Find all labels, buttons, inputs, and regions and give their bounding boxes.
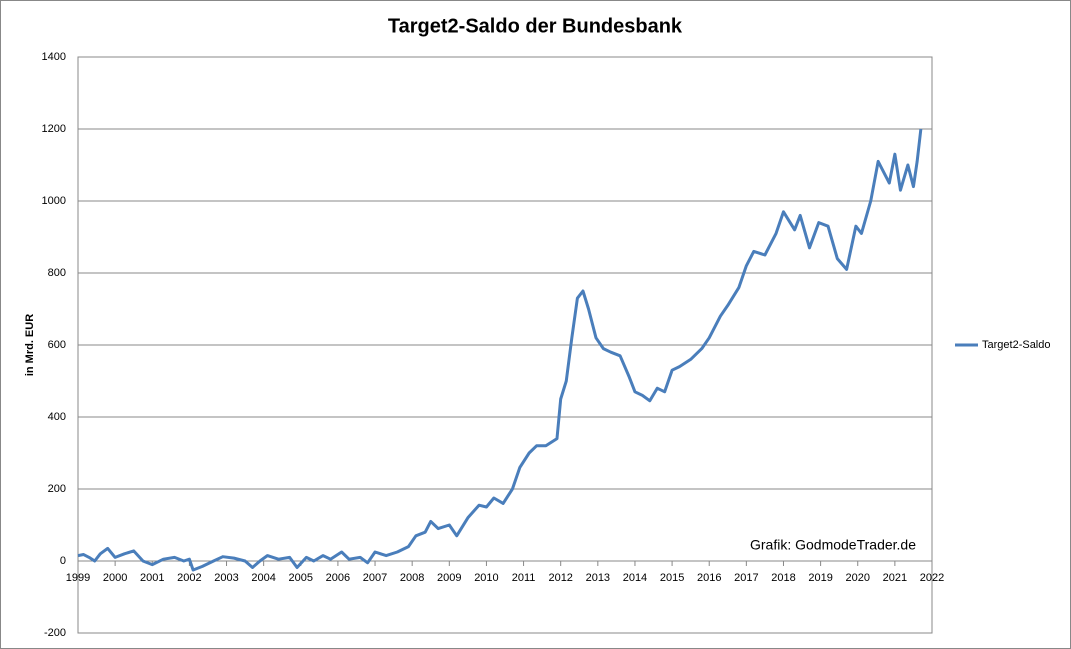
x-tick-label: 2010 (474, 572, 498, 584)
x-tick-label: 2021 (883, 572, 907, 584)
annotation: Grafik: GodmodeTrader.de (750, 537, 916, 553)
y-tick-label: 600 (48, 339, 66, 351)
x-tick-label: 2020 (845, 572, 869, 584)
y-axis-label: in Mrd. EUR (24, 314, 36, 376)
x-tick-label: 2007 (363, 572, 387, 584)
x-tick-label: 1999 (66, 572, 90, 584)
y-tick-label: 0 (60, 555, 66, 567)
y-tick-label: 200 (48, 483, 66, 495)
x-tick-label: 2006 (326, 572, 350, 584)
x-tick-label: 2001 (140, 572, 164, 584)
y-tick-label: 1200 (42, 123, 66, 135)
x-tick-label: 2022 (920, 572, 944, 584)
y-tick-label: 400 (48, 411, 66, 423)
x-tick-label: 2015 (660, 572, 684, 584)
x-tick-label: 2005 (289, 572, 313, 584)
y-tick-label: 1400 (42, 51, 66, 63)
x-tick-label: 2017 (734, 572, 758, 584)
x-tick-label: 2002 (177, 572, 201, 584)
y-tick-label: 1000 (42, 195, 66, 207)
x-tick-label: 2009 (437, 572, 461, 584)
x-tick-label: 2000 (103, 572, 127, 584)
y-tick-label: -200 (44, 627, 66, 639)
x-tick-label: 2011 (512, 572, 536, 584)
x-tick-label: 2004 (251, 572, 275, 584)
y-tick-label: 800 (48, 267, 66, 279)
x-tick-label: 2012 (548, 572, 572, 584)
chart-title: Target2-Saldo der Bundesbank (388, 15, 683, 37)
x-tick-label: 2019 (808, 572, 832, 584)
x-tick-label: 2013 (586, 572, 610, 584)
legend-label: Target2-Saldo (982, 339, 1051, 351)
x-tick-label: 2016 (697, 572, 721, 584)
x-tick-label: 2018 (771, 572, 795, 584)
x-tick-label: 2003 (214, 572, 238, 584)
x-tick-label: 2008 (400, 572, 424, 584)
x-tick-label: 2014 (623, 572, 647, 584)
data-line (77, 128, 923, 572)
